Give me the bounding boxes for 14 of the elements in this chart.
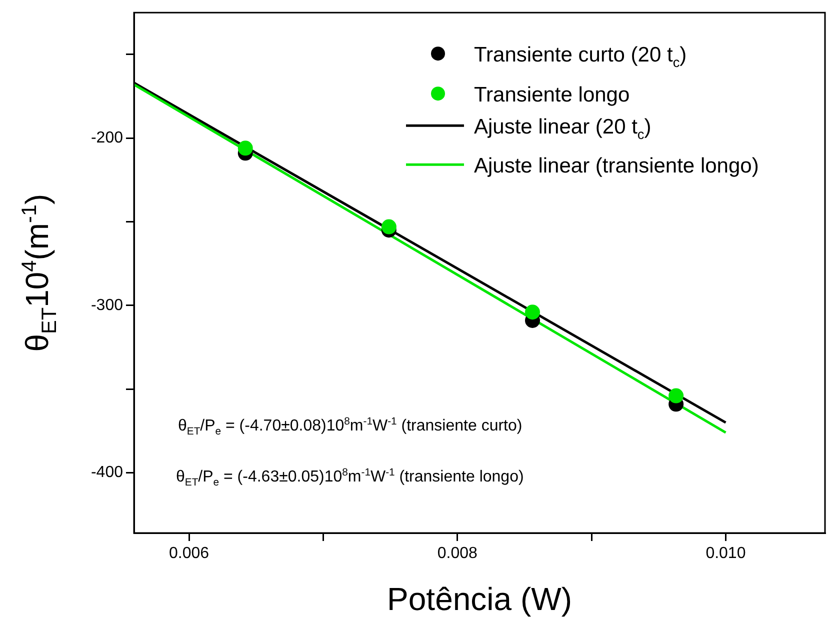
legend-label: Ajuste linear (transiente longo): [474, 154, 759, 178]
x-tick-label: 0.010: [706, 545, 746, 562]
x-axis-title: Potência (W): [387, 581, 572, 617]
point: [668, 388, 684, 404]
y-tick-label: -400: [90, 464, 124, 482]
point: [238, 140, 253, 156]
point: [525, 304, 540, 320]
y-tick-label: -300: [90, 296, 124, 314]
x-tick-label: 0.006: [168, 545, 210, 562]
point: [381, 219, 396, 234]
y-tick-label: -200: [90, 130, 124, 147]
x-tick-label: 0.008: [437, 545, 478, 562]
legend-label: Transiente longo: [474, 84, 630, 107]
y-axis-title: θET104(m-1): [18, 194, 61, 352]
